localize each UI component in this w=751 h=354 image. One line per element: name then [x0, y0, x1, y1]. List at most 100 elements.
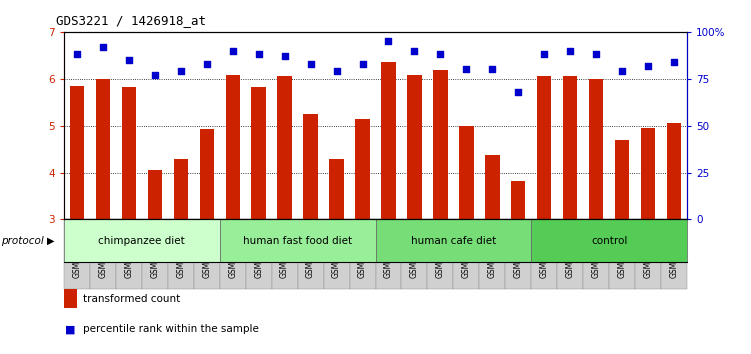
- Bar: [64, 219, 220, 262]
- Bar: [148, 170, 162, 219]
- Text: GSM144727: GSM144727: [592, 232, 601, 278]
- Bar: [142, 219, 167, 290]
- Point: [357, 61, 369, 67]
- Point: [590, 52, 602, 57]
- Bar: [90, 219, 116, 290]
- Bar: [376, 219, 532, 262]
- Bar: [252, 87, 266, 219]
- Bar: [194, 219, 220, 290]
- Bar: [220, 219, 376, 262]
- Point: [642, 63, 654, 68]
- Bar: [609, 219, 635, 290]
- Bar: [427, 219, 454, 290]
- Bar: [70, 86, 84, 219]
- Bar: [532, 219, 557, 290]
- Text: GSM144717: GSM144717: [332, 232, 341, 278]
- Text: GSM144728: GSM144728: [618, 232, 627, 278]
- Bar: [667, 123, 681, 219]
- Text: percentile rank within the sample: percentile rank within the sample: [83, 324, 258, 334]
- Bar: [589, 79, 603, 219]
- Text: GSM144710: GSM144710: [150, 232, 159, 278]
- Text: GSM144713: GSM144713: [228, 232, 237, 278]
- Bar: [225, 75, 240, 219]
- Text: human cafe diet: human cafe diet: [411, 236, 496, 246]
- Point: [227, 48, 239, 53]
- Text: GSM144724: GSM144724: [514, 232, 523, 278]
- Text: GSM144719: GSM144719: [384, 232, 393, 278]
- Bar: [532, 219, 687, 262]
- Bar: [511, 181, 526, 219]
- Text: protocol: protocol: [2, 236, 44, 246]
- Point: [97, 44, 109, 50]
- Text: GSM144714: GSM144714: [254, 232, 263, 278]
- Bar: [122, 87, 136, 219]
- Bar: [167, 219, 194, 290]
- Text: control: control: [591, 236, 627, 246]
- Point: [175, 68, 187, 74]
- Point: [512, 89, 524, 95]
- Text: GSM144721: GSM144721: [436, 232, 445, 278]
- Bar: [324, 219, 349, 290]
- Bar: [382, 62, 396, 219]
- Text: ▶: ▶: [47, 236, 54, 246]
- Bar: [407, 75, 421, 219]
- Bar: [277, 76, 291, 219]
- Point: [122, 57, 134, 63]
- Text: GSM144720: GSM144720: [410, 232, 419, 278]
- Text: human fast food diet: human fast food diet: [243, 236, 352, 246]
- Point: [201, 61, 213, 67]
- Bar: [220, 219, 246, 290]
- Point: [668, 59, 680, 65]
- Point: [538, 52, 550, 57]
- Bar: [64, 219, 90, 290]
- Text: GSM144712: GSM144712: [202, 232, 211, 278]
- Text: GSM144730: GSM144730: [670, 231, 679, 278]
- Point: [149, 72, 161, 78]
- Text: ■: ■: [65, 324, 76, 334]
- Text: GSM144722: GSM144722: [462, 232, 471, 278]
- Bar: [563, 76, 578, 219]
- Text: chimpanzee diet: chimpanzee diet: [98, 236, 185, 246]
- Bar: [537, 76, 551, 219]
- Point: [279, 53, 291, 59]
- Point: [252, 52, 264, 57]
- Bar: [297, 219, 324, 290]
- Point: [434, 52, 446, 57]
- Point: [305, 61, 317, 67]
- Bar: [615, 140, 629, 219]
- Bar: [349, 219, 376, 290]
- Bar: [95, 79, 110, 219]
- Text: GSM144711: GSM144711: [176, 232, 185, 278]
- Point: [382, 38, 394, 44]
- Text: GDS3221 / 1426918_at: GDS3221 / 1426918_at: [56, 14, 207, 27]
- Bar: [433, 70, 448, 219]
- Text: GSM144707: GSM144707: [72, 231, 81, 278]
- Text: GSM144718: GSM144718: [358, 232, 367, 278]
- Point: [409, 48, 421, 53]
- Text: GSM144708: GSM144708: [98, 232, 107, 278]
- Bar: [460, 126, 474, 219]
- Bar: [246, 219, 272, 290]
- Bar: [635, 219, 661, 290]
- Text: GSM144726: GSM144726: [566, 232, 575, 278]
- Bar: [272, 219, 297, 290]
- Bar: [479, 219, 505, 290]
- Bar: [485, 155, 499, 219]
- Text: GSM144715: GSM144715: [280, 232, 289, 278]
- Point: [460, 67, 472, 72]
- Bar: [454, 219, 479, 290]
- Text: GSM144729: GSM144729: [644, 232, 653, 278]
- Bar: [557, 219, 584, 290]
- Text: GSM144709: GSM144709: [124, 231, 133, 278]
- Bar: [173, 159, 188, 219]
- Text: transformed count: transformed count: [83, 294, 179, 304]
- Point: [330, 68, 342, 74]
- Bar: [330, 159, 344, 219]
- Point: [564, 48, 576, 53]
- Bar: [303, 114, 318, 219]
- Point: [71, 52, 83, 57]
- Bar: [661, 219, 687, 290]
- Bar: [505, 219, 532, 290]
- Text: GSM144716: GSM144716: [306, 232, 315, 278]
- Bar: [355, 119, 369, 219]
